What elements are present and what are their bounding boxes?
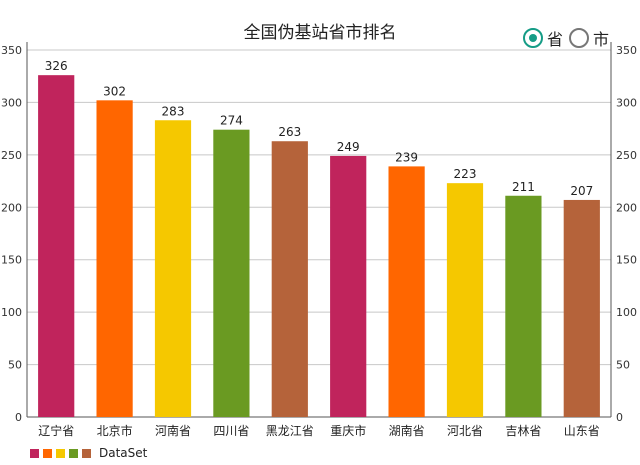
- bar-value-label: 263: [278, 125, 301, 139]
- y-tick-label-right: 200: [616, 201, 637, 214]
- bar-value-label: 207: [570, 184, 593, 198]
- x-tick-label: 北京市: [97, 423, 133, 438]
- x-tick-label: 吉林省: [505, 424, 541, 438]
- x-tick-label: 重庆市: [330, 423, 366, 438]
- y-tick-label-right: 50: [616, 359, 630, 372]
- region-toggle: 省 市: [523, 26, 609, 50]
- y-tick-label-right: 250: [616, 149, 637, 162]
- legend-swatch: [30, 448, 39, 458]
- y-tick-label-left: 200: [1, 201, 22, 214]
- y-tick-label-left: 250: [1, 149, 22, 162]
- radio-province-circle[interactable]: [523, 28, 543, 48]
- bar-value-label: 211: [512, 180, 535, 194]
- y-tick-label-left: 50: [8, 359, 22, 372]
- y-tick-label-left: 150: [1, 254, 22, 267]
- radio-province-label: 省: [547, 30, 564, 49]
- x-tick-label: 辽宁省: [38, 423, 74, 438]
- x-tick-label: 四川省: [213, 424, 249, 438]
- legend-swatch: [82, 448, 91, 458]
- bar-value-label: 274: [220, 114, 243, 128]
- legend-label: DataSet: [99, 446, 148, 460]
- bar-value-label: 239: [395, 150, 418, 164]
- y-tick-label-right: 0: [616, 411, 623, 424]
- radio-province[interactable]: 省: [523, 26, 563, 50]
- y-tick-label-left: 350: [1, 44, 22, 57]
- bar-value-label: 223: [454, 167, 477, 181]
- y-tick-label-left: 0: [15, 411, 22, 424]
- y-tick-label-left: 300: [1, 96, 22, 109]
- chart-title: 全国伪基站省市排名: [243, 23, 397, 43]
- bar: [96, 100, 133, 418]
- bar: [505, 195, 542, 417]
- bar: [38, 75, 75, 417]
- bar: [330, 155, 367, 418]
- legend-swatch: [56, 448, 65, 458]
- bar: [563, 199, 600, 417]
- y-tick-label-right: 150: [616, 254, 637, 267]
- bar-value-label: 302: [103, 84, 126, 98]
- legend-swatch: [69, 448, 78, 458]
- x-tick-label: 黑龙江省: [266, 424, 314, 438]
- radio-city[interactable]: 市: [569, 26, 609, 50]
- x-tick-label: 河南省: [155, 423, 191, 438]
- bar-value-label: 283: [162, 104, 185, 118]
- y-tick-label-right: 350: [616, 44, 637, 57]
- radio-city-label: 市: [593, 30, 610, 49]
- bar-value-label: 249: [337, 140, 360, 154]
- x-tick-label: 河北省: [447, 424, 483, 438]
- bar: [271, 141, 308, 417]
- x-tick-label: 湖南省: [389, 423, 425, 438]
- bar: [388, 166, 425, 417]
- bar-value-label: 326: [45, 59, 68, 73]
- chart-legend: DataSet: [30, 446, 147, 460]
- legend-swatches: [30, 448, 95, 458]
- radio-city-circle[interactable]: [569, 28, 590, 48]
- bar: [213, 129, 250, 418]
- legend-swatch: [43, 448, 52, 458]
- y-tick-label-right: 100: [616, 306, 637, 319]
- y-tick-label-left: 100: [1, 306, 22, 319]
- y-tick-label-right: 300: [616, 96, 637, 109]
- bar: [446, 183, 484, 417]
- bar: [154, 120, 192, 418]
- x-tick-label: 山东省: [564, 424, 600, 438]
